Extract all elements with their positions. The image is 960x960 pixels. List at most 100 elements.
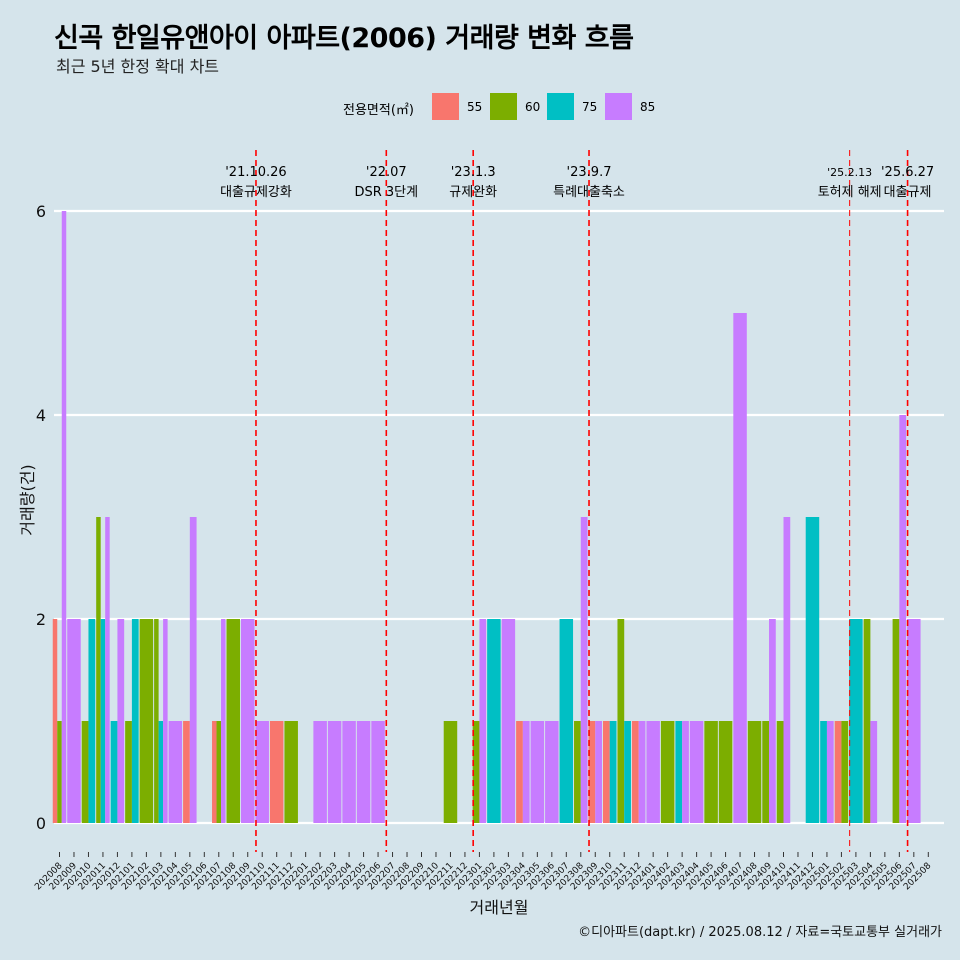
bar-60-202406 bbox=[718, 721, 733, 823]
bar-60-202409 bbox=[762, 721, 770, 823]
bar-60-202402 bbox=[660, 721, 675, 823]
bar-85-202410 bbox=[783, 517, 791, 823]
bar-75-202307 bbox=[559, 619, 574, 823]
event-text-label: DSR 3단계 bbox=[354, 185, 418, 200]
chart-title: 신곡 한일유앤아이 아파트(2006) 거래량 변화 흐름 bbox=[54, 23, 634, 54]
bar-60-202502 bbox=[841, 721, 849, 823]
bar-75-202101 bbox=[131, 619, 139, 823]
bar-85-202104 bbox=[168, 721, 183, 823]
legend-swatch bbox=[605, 93, 632, 120]
bar-60-202410 bbox=[776, 721, 784, 823]
bar-60-202107 bbox=[216, 721, 222, 823]
bar-75-202403 bbox=[675, 721, 683, 823]
bar-55-202310 bbox=[602, 721, 610, 823]
bar-85-202401 bbox=[646, 721, 660, 823]
bar-85-202312 bbox=[638, 721, 646, 823]
bar-75-202011 bbox=[100, 619, 106, 823]
bar-75-202311 bbox=[624, 721, 631, 823]
bar-75-202310 bbox=[609, 721, 617, 823]
bar-60-202301 bbox=[472, 721, 480, 823]
bar-85-202204 bbox=[342, 721, 356, 823]
bar-85-202504 bbox=[870, 721, 878, 823]
legend: 전용면적(㎡) 55 60 75 85 bbox=[0, 92, 960, 122]
bar-60-202108 bbox=[226, 619, 241, 823]
bar-85-202109 bbox=[240, 619, 255, 823]
event-date-label: '23.9.7 bbox=[567, 165, 612, 180]
bar-55-202309 bbox=[588, 721, 596, 823]
y-tick-label: 2 bbox=[36, 610, 46, 629]
bar-55-202107 bbox=[212, 721, 217, 823]
bar-60-202101 bbox=[125, 721, 132, 823]
event-text-label: 대출규제강화 bbox=[220, 185, 292, 200]
bar-85-202308 bbox=[580, 517, 588, 823]
bar-85-202303 bbox=[501, 619, 516, 823]
y-tick-label: 4 bbox=[36, 406, 46, 425]
bar-55-202312 bbox=[631, 721, 639, 823]
bar-85-202407 bbox=[733, 313, 747, 823]
bar-60-202311 bbox=[617, 619, 625, 823]
bar-85-202203 bbox=[327, 721, 342, 823]
legend-swatch bbox=[547, 93, 574, 120]
legend-title: 전용면적(㎡) bbox=[343, 103, 414, 118]
bar-85-202506 bbox=[899, 415, 907, 823]
event-text-label: 대출규제 bbox=[884, 185, 932, 200]
bar-85-202403 bbox=[682, 721, 689, 823]
bar-85-202305 bbox=[530, 721, 545, 823]
chart-subtitle: 최근 5년 한정 확대 차트 bbox=[56, 57, 220, 76]
bar-75-202302 bbox=[487, 619, 501, 823]
event-text-label: 특례대출축소 bbox=[553, 185, 625, 200]
legend-label: 75 bbox=[582, 100, 598, 114]
bar-75-202412 bbox=[805, 517, 820, 823]
bar-85-202011 bbox=[105, 517, 110, 823]
legend-label: 55 bbox=[467, 100, 483, 114]
bar-55-202111 bbox=[269, 721, 284, 823]
legend-swatch bbox=[432, 93, 459, 120]
bar-85-202107 bbox=[221, 619, 226, 823]
bar-85-202501 bbox=[826, 721, 834, 823]
bar-85-202507 bbox=[907, 619, 921, 823]
bar-85-202206 bbox=[371, 721, 385, 823]
bar-85-202103 bbox=[163, 619, 168, 823]
bar-55-202304 bbox=[516, 721, 523, 823]
bar-55-202008 bbox=[52, 619, 58, 823]
bar-60-202506 bbox=[892, 619, 900, 823]
bar-85-202409 bbox=[769, 619, 776, 823]
bar-60-202011 bbox=[96, 517, 101, 823]
bar-85-202012 bbox=[117, 619, 125, 823]
legend-label: 60 bbox=[525, 100, 541, 114]
bar-60-202504 bbox=[863, 619, 871, 823]
event-text-label: 토허제 해제 bbox=[818, 185, 882, 200]
event-date-label: '25.6.27 bbox=[881, 165, 934, 180]
legend-swatch bbox=[490, 93, 517, 120]
x-axis-title: 거래년월 bbox=[470, 898, 529, 917]
bar-75-202501 bbox=[820, 721, 827, 823]
bar-85-202304 bbox=[522, 721, 530, 823]
bar-75-202010 bbox=[88, 619, 96, 823]
bar-85-202105 bbox=[189, 517, 197, 823]
bar-55-202105 bbox=[183, 721, 190, 823]
bar-85-202205 bbox=[356, 721, 371, 823]
bar-60-202102 bbox=[139, 619, 154, 823]
bar-75-202012 bbox=[110, 721, 118, 823]
y-tick-label: 6 bbox=[36, 202, 46, 221]
bar-85-202008 bbox=[61, 211, 67, 823]
event-date-label: '25.2.13 bbox=[827, 166, 872, 179]
bar-75-202103 bbox=[158, 721, 164, 823]
bar-85-202202 bbox=[313, 721, 327, 823]
legend-label: 85 bbox=[640, 100, 656, 114]
bar-75-202503 bbox=[849, 619, 863, 823]
event-date-label: '23.1.3 bbox=[451, 165, 496, 180]
bar-55-202502 bbox=[834, 721, 842, 823]
y-axis-title: 거래량(건) bbox=[18, 464, 37, 535]
bar-85-202110 bbox=[255, 721, 269, 823]
bar-60-202010 bbox=[81, 721, 89, 823]
bar-60-202103 bbox=[154, 619, 159, 823]
bar-85-202009 bbox=[67, 619, 81, 823]
bar-60-202405 bbox=[704, 721, 718, 823]
y-tick-label: 0 bbox=[36, 814, 46, 833]
bar-85-202404 bbox=[689, 721, 704, 823]
source-caption: ©디아파트(dapt.kr) / 2025.08.12 / 자료=국토교통부 실… bbox=[578, 925, 942, 940]
bar-60-202408 bbox=[747, 721, 762, 823]
bar-60-202112 bbox=[284, 721, 298, 823]
